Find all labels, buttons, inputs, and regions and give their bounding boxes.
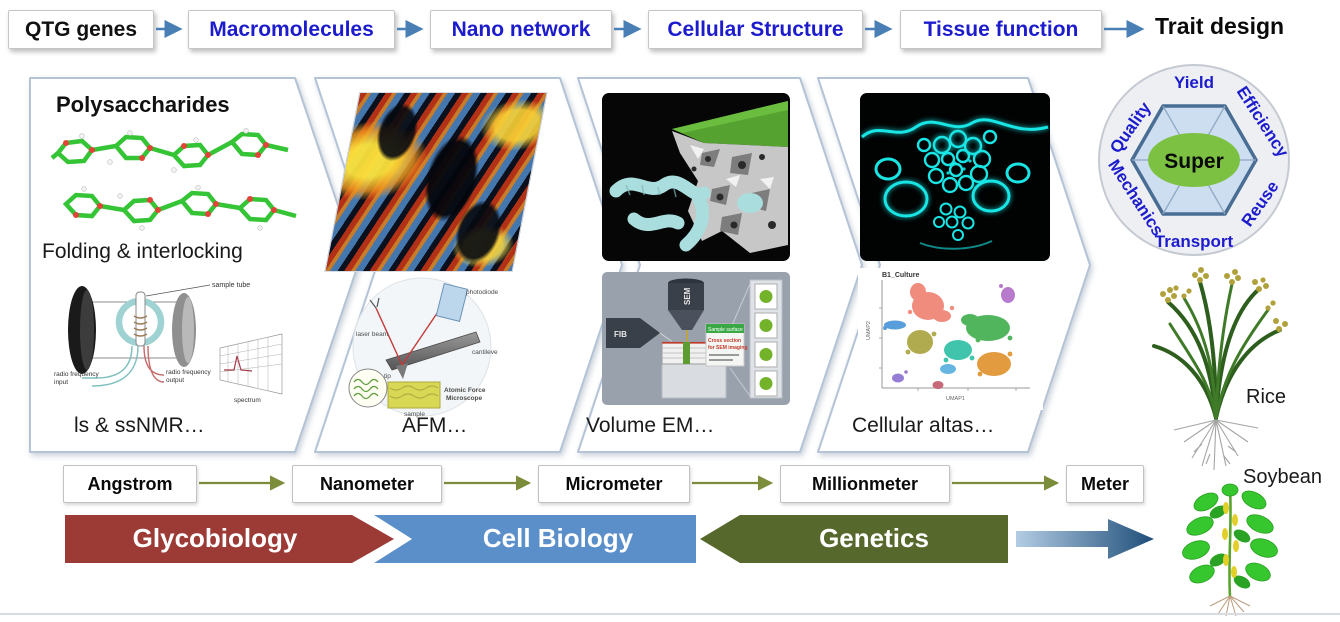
pipeline-box-macromolecules: Macromolecules bbox=[188, 10, 395, 49]
nmr-label-rf-output: radio frequency bbox=[166, 369, 212, 376]
umap-ylabel: UMAP2 bbox=[866, 321, 872, 340]
umap-clusters bbox=[883, 283, 1015, 389]
svg-text:Microscope: Microscope bbox=[446, 395, 483, 402]
scale-label: Angstrom bbox=[87, 473, 173, 494]
svg-text:input: input bbox=[54, 379, 68, 386]
rice-plant-illustration bbox=[1152, 267, 1288, 471]
genetics-arrow bbox=[700, 515, 1008, 563]
scale-label: Meter bbox=[1080, 473, 1129, 494]
pipeline-box-qtg-genes: QTG genes bbox=[8, 10, 154, 49]
scale-label: Nanometer bbox=[319, 473, 415, 494]
trait-badge: Super Yield Quality Efficiency Mechanics… bbox=[1096, 60, 1292, 260]
trait-badge-center-label: Super bbox=[1164, 150, 1224, 173]
fluorescence-cross-section-image bbox=[860, 93, 1050, 261]
afm-schematic: laser beam photodiode cantilever tip sam… bbox=[348, 277, 498, 418]
scale-arrows bbox=[199, 475, 1060, 491]
pipeline-label: Cellular Structure bbox=[667, 17, 844, 41]
nmr-label-rf-input: radio frequency bbox=[54, 371, 100, 378]
cell-biology-label: Cell Biology bbox=[482, 522, 634, 553]
section1-title: Polysaccharides bbox=[56, 92, 230, 117]
pipeline-label: Tissue function bbox=[923, 17, 1079, 41]
em-label-fib: FIB bbox=[614, 330, 627, 339]
pipeline-label: QTG genes bbox=[24, 17, 138, 41]
trait-badge-hexagon: Super bbox=[1098, 64, 1290, 256]
pipeline-label-trait-design: Trait design bbox=[1155, 13, 1285, 39]
trait-yield: Yield bbox=[1174, 73, 1214, 92]
scale-box-millionmeter: Millionmeter bbox=[780, 465, 950, 503]
em-label-sample-surface: Sample surface bbox=[708, 327, 743, 333]
svg-text:output: output bbox=[166, 377, 184, 384]
soybean-label: Soybean bbox=[1243, 466, 1322, 488]
scale-box-micrometer: Micrometer bbox=[538, 465, 690, 503]
umap-title: B1_Culture bbox=[882, 272, 919, 279]
afm-label-cantilever: cantilever bbox=[472, 349, 498, 356]
afm-label-microscope: Atomic Force bbox=[444, 387, 486, 394]
section3-caption: Volume EM… bbox=[586, 414, 715, 437]
scale-box-meter: Meter bbox=[1066, 465, 1144, 503]
trait-transport: Transport bbox=[1154, 232, 1234, 251]
afm-topography-image bbox=[324, 92, 548, 272]
section2-caption: AFM… bbox=[402, 414, 468, 437]
em-label-sem: SEM bbox=[683, 287, 692, 305]
bottom-divider bbox=[0, 613, 1340, 615]
pipeline-box-tissue-function: Tissue function bbox=[900, 10, 1102, 49]
pipeline-box-nano-network: Nano network bbox=[430, 10, 612, 49]
scale-label: Micrometer bbox=[565, 473, 663, 494]
svg-text:for SEM imaging: for SEM imaging bbox=[708, 345, 747, 351]
glycobiology-arrow bbox=[65, 515, 394, 563]
pipeline-label: Macromolecules bbox=[209, 17, 374, 41]
afm-label-photodiode: photodiode bbox=[466, 289, 498, 296]
scale-box-angstrom: Angstrom bbox=[63, 465, 197, 503]
section4-caption: Cellular altas… bbox=[852, 414, 995, 437]
polysaccharide-chain-illustration bbox=[50, 128, 289, 173]
umap-xlabel: UMAP1 bbox=[946, 396, 965, 402]
soybean-plant-illustration bbox=[1182, 483, 1278, 617]
glycobiology-label: Glycobiology bbox=[132, 522, 298, 553]
scale-label: Millionmeter bbox=[811, 473, 918, 494]
discipline-arrows bbox=[65, 515, 1154, 563]
cell-biology-arrow bbox=[374, 515, 696, 563]
section1-caption: ls & ssNMR… bbox=[74, 414, 205, 437]
genetics-label: Genetics bbox=[819, 522, 929, 553]
umap-cell-atlas-plot: B1_Culture UMAP2 UMAP1 bbox=[858, 268, 1043, 410]
em-label-cross-section: Cross section bbox=[708, 338, 741, 344]
volume-em-workflow-schematic: SEM FIB Sample surface Cross section for… bbox=[602, 272, 790, 405]
pipeline-label: Nano network bbox=[451, 17, 591, 41]
scale-box-nanometer: Nanometer bbox=[292, 465, 442, 503]
afm-label-tip: tip bbox=[384, 373, 391, 380]
nmr-label-sample-tube: sample tube bbox=[212, 282, 250, 289]
nmr-schematic: sample tube radio frequency input radio … bbox=[54, 282, 283, 404]
section1-subtitle: Folding & interlocking bbox=[42, 240, 243, 263]
pipeline-box-cellular-structure: Cellular Structure bbox=[648, 10, 863, 49]
rice-label: Rice bbox=[1246, 386, 1287, 408]
pipeline-arrows bbox=[156, 19, 1145, 39]
to-plants-gradient-arrow bbox=[1016, 519, 1154, 559]
volume-em-3d-image bbox=[602, 93, 790, 261]
polysaccharide-chain-illustration bbox=[62, 184, 297, 231]
afm-label-sample: sample bbox=[404, 411, 425, 418]
nmr-label-spectrum: spectrum bbox=[234, 397, 261, 404]
afm-label-laser-beam: laser beam bbox=[356, 331, 388, 338]
